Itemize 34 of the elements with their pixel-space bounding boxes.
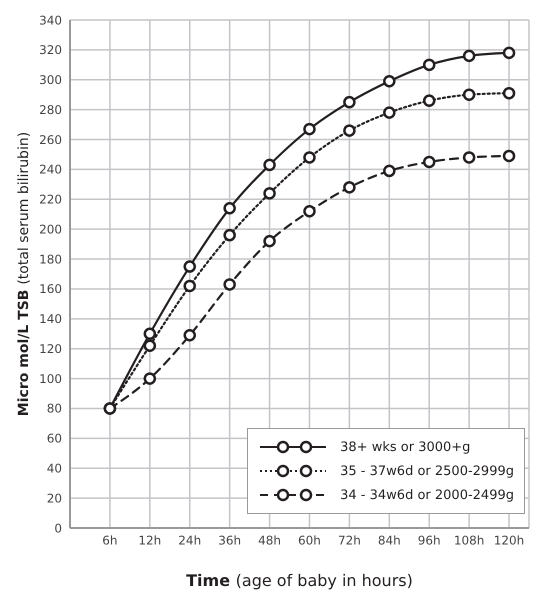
y-tick-label: 0 (54, 521, 62, 536)
y-tick-label: 280 (39, 102, 62, 117)
legend-label: 35 - 37w6d or 2500-2999g (340, 464, 514, 478)
y-tick-label: 340 (39, 13, 62, 28)
y-axis-title: Micro mol/L TSB (total serum bilirubin) (16, 132, 32, 416)
y-tick-label: 260 (39, 132, 62, 147)
y-tick-label: 200 (39, 222, 62, 236)
x-tick-label: 108h (454, 534, 484, 548)
x-tick-label: 120h (494, 534, 524, 548)
y-tick-label: 60 (46, 432, 62, 446)
y-tick-label: 180 (39, 252, 62, 266)
y-tick-label: 320 (39, 43, 62, 58)
y-tick-label: 20 (46, 491, 62, 506)
x-axis-title: Time (age of baby in hours) (186, 571, 413, 590)
y-tick-label: 120 (39, 342, 62, 356)
x-tick-label: 84h (378, 534, 401, 548)
y-tick-label: 160 (39, 282, 62, 296)
y-tick-label: 80 (46, 402, 62, 416)
x-tick-label: 96h (418, 534, 441, 548)
x-tick-label: 36h (218, 534, 242, 548)
y-tick-label: 240 (39, 162, 62, 177)
x-tick-label: 12h (138, 534, 162, 548)
y-tick-label: 300 (39, 73, 62, 88)
y-tick-label: 140 (39, 312, 62, 326)
x-tick-label: 6h (102, 534, 118, 548)
y-tick-label: 220 (39, 192, 62, 207)
x-tick-label: 24h (178, 534, 202, 548)
y-tick-label: 100 (39, 372, 62, 386)
x-tick-label: 48h (258, 534, 282, 548)
x-tick-label: 60h (298, 534, 321, 548)
y-tick-label: 40 (46, 461, 62, 476)
legend-label: 38+ wks or 3000+g (340, 440, 470, 454)
legend-label: 34 - 34w6d or 2000-2499g (340, 488, 514, 502)
x-tick-label: 72h (338, 534, 361, 548)
